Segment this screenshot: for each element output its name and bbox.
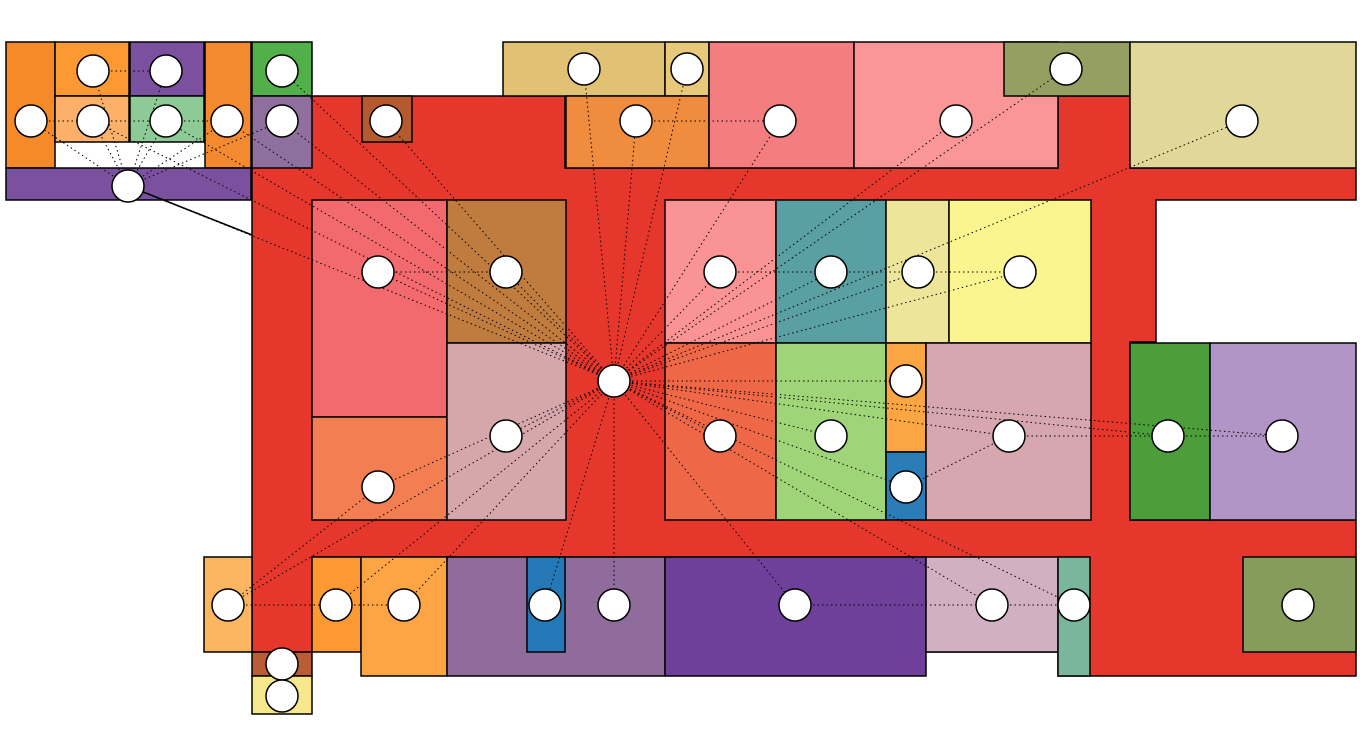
edge-r0-n27 <box>613 380 832 437</box>
edge-r0-n20 <box>613 271 721 382</box>
room-node-n31 <box>1265 419 1299 453</box>
edge-r0-n38 <box>613 380 796 606</box>
room-node-n33 <box>211 588 245 622</box>
edge-r0-n7 <box>226 120 615 382</box>
edge-r0-n13 <box>613 120 637 382</box>
room-node-n41 <box>1281 588 1315 622</box>
edge-n9-n5 <box>92 120 129 187</box>
room-node-n7 <box>210 104 244 138</box>
edge-r0-n18 <box>377 271 615 382</box>
room-node-n5 <box>76 104 110 138</box>
room-node-n44 <box>889 364 923 398</box>
room-node-n36 <box>528 588 562 622</box>
room-node-n20 <box>703 255 737 289</box>
edge-r0-n35 <box>403 380 615 606</box>
edge-r0-n10 <box>385 120 615 382</box>
room-node-n19 <box>489 255 523 289</box>
room-node-n27 <box>814 419 848 453</box>
edge-r0-n14 <box>613 120 781 382</box>
connection-edges-layer <box>30 68 1283 606</box>
edge-r0-n19 <box>505 271 615 382</box>
room-node-n8 <box>265 104 299 138</box>
edge-r0-n36 <box>544 380 615 606</box>
edge-n32-n33 <box>227 486 379 606</box>
room-node-n18 <box>361 255 395 289</box>
room-node-n14 <box>763 104 797 138</box>
room-nodes-layer <box>14 52 1315 713</box>
rooms-layer <box>5 41 1357 715</box>
room-node-n11 <box>567 52 601 86</box>
room-node-n4 <box>265 54 299 88</box>
room-node-n39 <box>975 588 1009 622</box>
room-node-n23 <box>1003 255 1037 289</box>
edge-r0-n17 <box>613 120 1243 382</box>
edge-r0-n4 <box>281 70 615 382</box>
edge-n9-n8 <box>127 120 283 187</box>
edge-r0-n8 <box>281 120 615 382</box>
edge-r0-n26 <box>613 380 721 437</box>
edge-r0-n34 <box>335 380 615 606</box>
room-node-n22 <box>901 255 935 289</box>
room-node-n12 <box>670 52 704 86</box>
room-node-n38 <box>778 588 812 622</box>
room-node-n32 <box>361 470 395 504</box>
room-node-n43 <box>265 679 299 713</box>
room-node-n21 <box>814 255 848 289</box>
room-node-n26 <box>703 419 737 453</box>
room-node-n25 <box>489 419 523 453</box>
room-node-n40 <box>1057 588 1091 622</box>
room-node-n17 <box>1225 104 1259 138</box>
room-node-n1 <box>76 54 110 88</box>
room-node-n9 <box>111 169 145 203</box>
edge-n9-n3 <box>30 120 129 187</box>
room-node-n3 <box>14 104 48 138</box>
room-node-n35 <box>387 588 421 622</box>
room-r20 <box>311 416 448 521</box>
room-node-n13 <box>619 104 653 138</box>
room-node-n29 <box>889 470 923 504</box>
edge-r0-n28 <box>613 380 1010 437</box>
room-r18 <box>311 199 448 418</box>
room-node-n2 <box>149 54 183 88</box>
edge-n28-n29 <box>905 435 1010 488</box>
edge-r0-n6 <box>165 120 615 382</box>
hub-node <box>597 364 631 398</box>
edge-n9-n7 <box>127 120 228 187</box>
room-node-n34 <box>319 588 353 622</box>
room-node-n16 <box>1049 52 1083 86</box>
room-node-n30 <box>1151 419 1185 453</box>
edge-r0-n11 <box>583 68 615 382</box>
room-node-n28 <box>992 419 1026 453</box>
room-node-n37 <box>597 588 631 622</box>
edge-r0-n16 <box>613 68 1067 382</box>
room-node-n42 <box>265 647 299 681</box>
room-node-n10 <box>369 104 403 138</box>
room-node-n6 <box>149 104 183 138</box>
edge-r0-n30 <box>613 380 1169 437</box>
edge-r0-n39 <box>613 380 993 606</box>
edge-n9-n1 <box>92 70 129 187</box>
door-connector <box>127 185 253 236</box>
room-node-n15 <box>939 104 973 138</box>
